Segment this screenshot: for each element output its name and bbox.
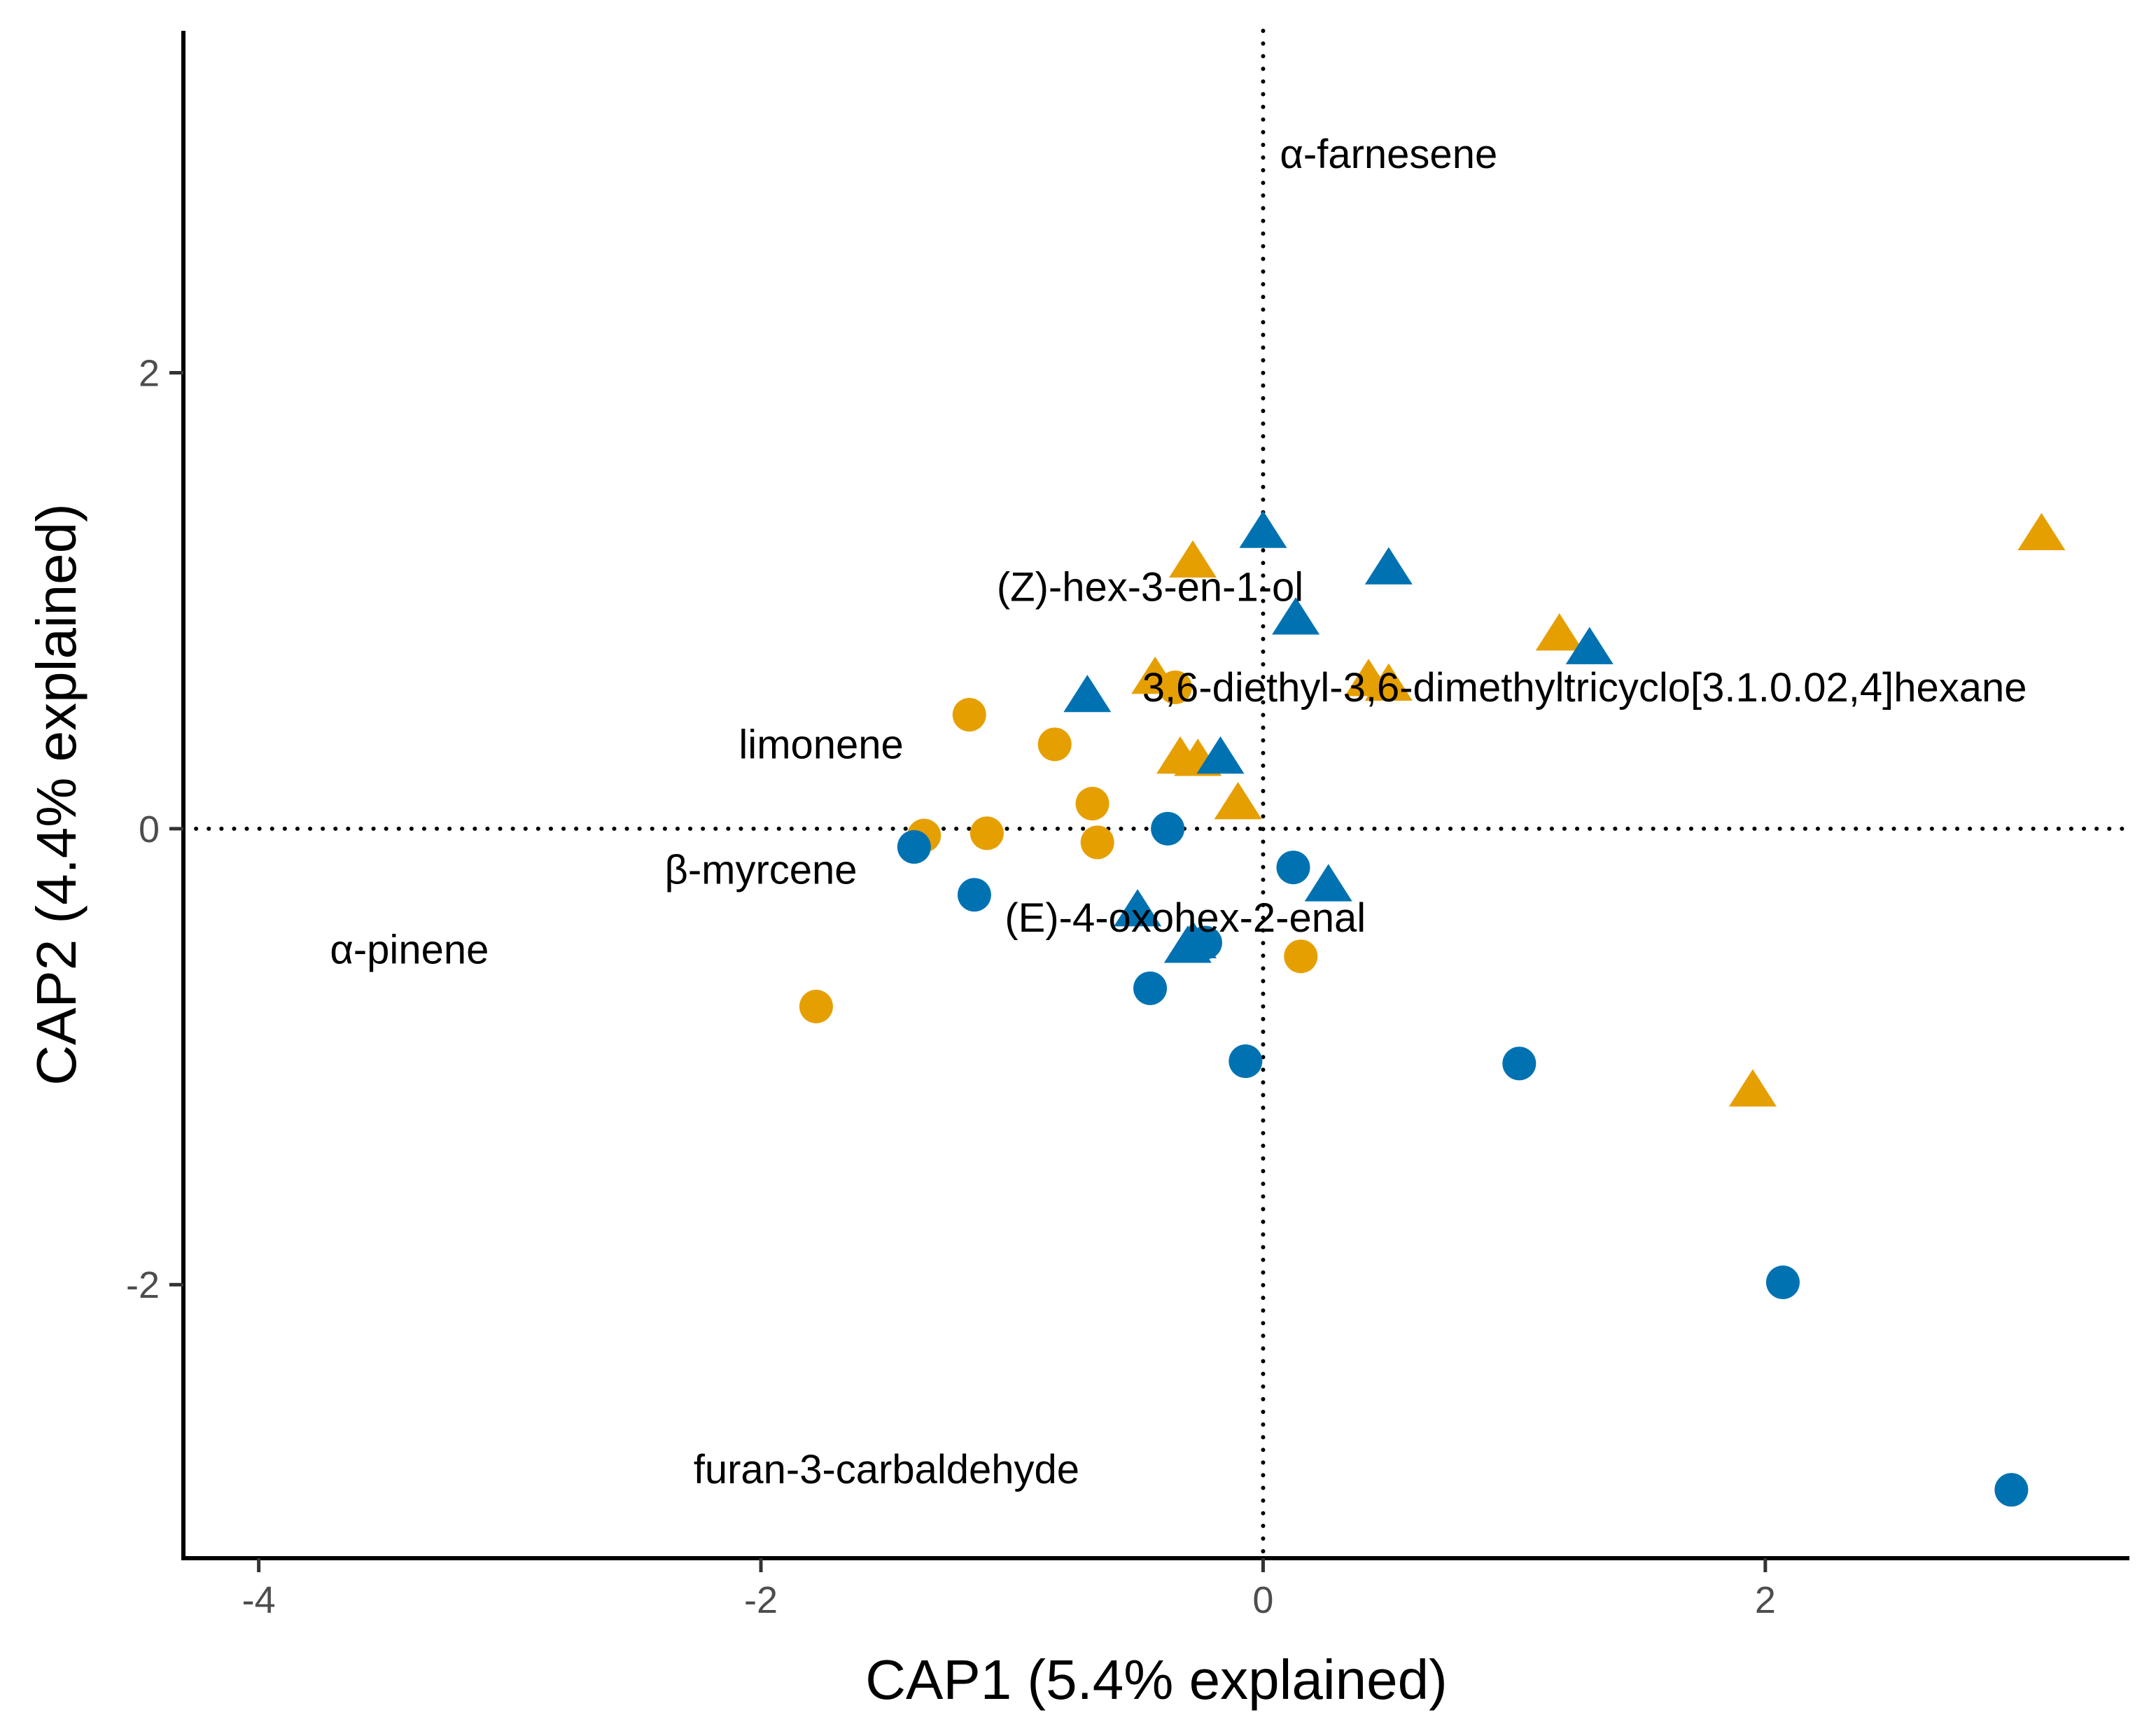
y-tick-label: -2 bbox=[126, 1264, 160, 1306]
variable-label: β-myrcene bbox=[664, 847, 857, 892]
data-point-circle bbox=[969, 816, 1004, 850]
data-point-circle bbox=[897, 830, 931, 864]
y-tick-label: 2 bbox=[139, 353, 160, 395]
data-point-triangle bbox=[1565, 626, 1614, 664]
data-point-circle bbox=[952, 698, 986, 732]
data-point-triangle bbox=[1239, 510, 1287, 548]
x-tick-label: 0 bbox=[1252, 1579, 1273, 1621]
data-point-triangle bbox=[2017, 512, 2066, 551]
data-point-circle bbox=[1075, 787, 1110, 821]
variable-labels: α-farnesene (Z)-hex-3-en-1-ol 3,6-diethyl-… bbox=[330, 132, 2026, 1492]
x-axis-title: CAP1 (5.4% explained) bbox=[865, 1648, 1448, 1711]
data-point-triangle bbox=[1169, 540, 1217, 578]
data-point-circle bbox=[1284, 939, 1318, 974]
y-axis-title: CAP2 (4.4% explained) bbox=[25, 503, 88, 1086]
data-point-circle bbox=[1502, 1046, 1536, 1081]
data-point-triangle bbox=[1063, 674, 1112, 713]
data-point-circle bbox=[1037, 727, 1072, 762]
data-point-circle bbox=[1133, 971, 1168, 1005]
x-tick-label: 2 bbox=[1755, 1579, 1776, 1621]
reference-lines bbox=[181, 29, 2132, 1560]
variable-label: limonene bbox=[738, 722, 903, 767]
data-point-triangle bbox=[1196, 736, 1245, 774]
data-point-triangle bbox=[1214, 782, 1262, 820]
x-axis-ticks: -4 -2 0 2 bbox=[242, 1558, 1776, 1621]
data-point-circle bbox=[1276, 850, 1310, 885]
variable-label: α-farnesene bbox=[1280, 132, 1497, 177]
data-point-circle bbox=[957, 878, 991, 912]
data-point-circle bbox=[1151, 811, 1185, 846]
y-axis-ticks: -2 0 2 bbox=[126, 353, 183, 1306]
data-point-circle bbox=[1080, 825, 1114, 860]
data-point-triangle bbox=[1131, 656, 1180, 694]
data-point-triangle bbox=[1272, 597, 1320, 635]
data-point-triangle bbox=[1364, 663, 1413, 701]
data-point-triangle bbox=[1535, 613, 1583, 651]
data-point-triangle bbox=[1304, 864, 1352, 902]
data-points bbox=[799, 510, 2066, 1507]
data-point-triangle bbox=[1364, 547, 1413, 584]
data-point-circle bbox=[1765, 1265, 1800, 1299]
variable-label: α-pinene bbox=[330, 927, 489, 972]
variable-label: 3,6-diethyl-3,6-dimethyltricyclo[3.1.0.0… bbox=[1142, 665, 2027, 710]
data-point-circle bbox=[799, 989, 833, 1023]
variable-label: (Z)-hex-3-en-1-ol bbox=[997, 565, 1303, 610]
data-point-triangle bbox=[1163, 925, 1212, 963]
data-point-triangle bbox=[1114, 889, 1162, 927]
data-point-circle bbox=[1994, 1473, 2029, 1507]
data-point-triangle bbox=[1728, 1069, 1777, 1107]
x-tick-label: -2 bbox=[744, 1579, 778, 1621]
axes bbox=[181, 31, 2129, 1560]
variable-label: furan-3-carbaldehyde bbox=[694, 1447, 1079, 1492]
x-tick-label: -4 bbox=[242, 1579, 276, 1621]
data-point-circle bbox=[1228, 1044, 1263, 1079]
variable-label: (E)-4-oxohex-2-enal bbox=[1004, 895, 1366, 941]
y-tick-label: 0 bbox=[139, 808, 160, 850]
